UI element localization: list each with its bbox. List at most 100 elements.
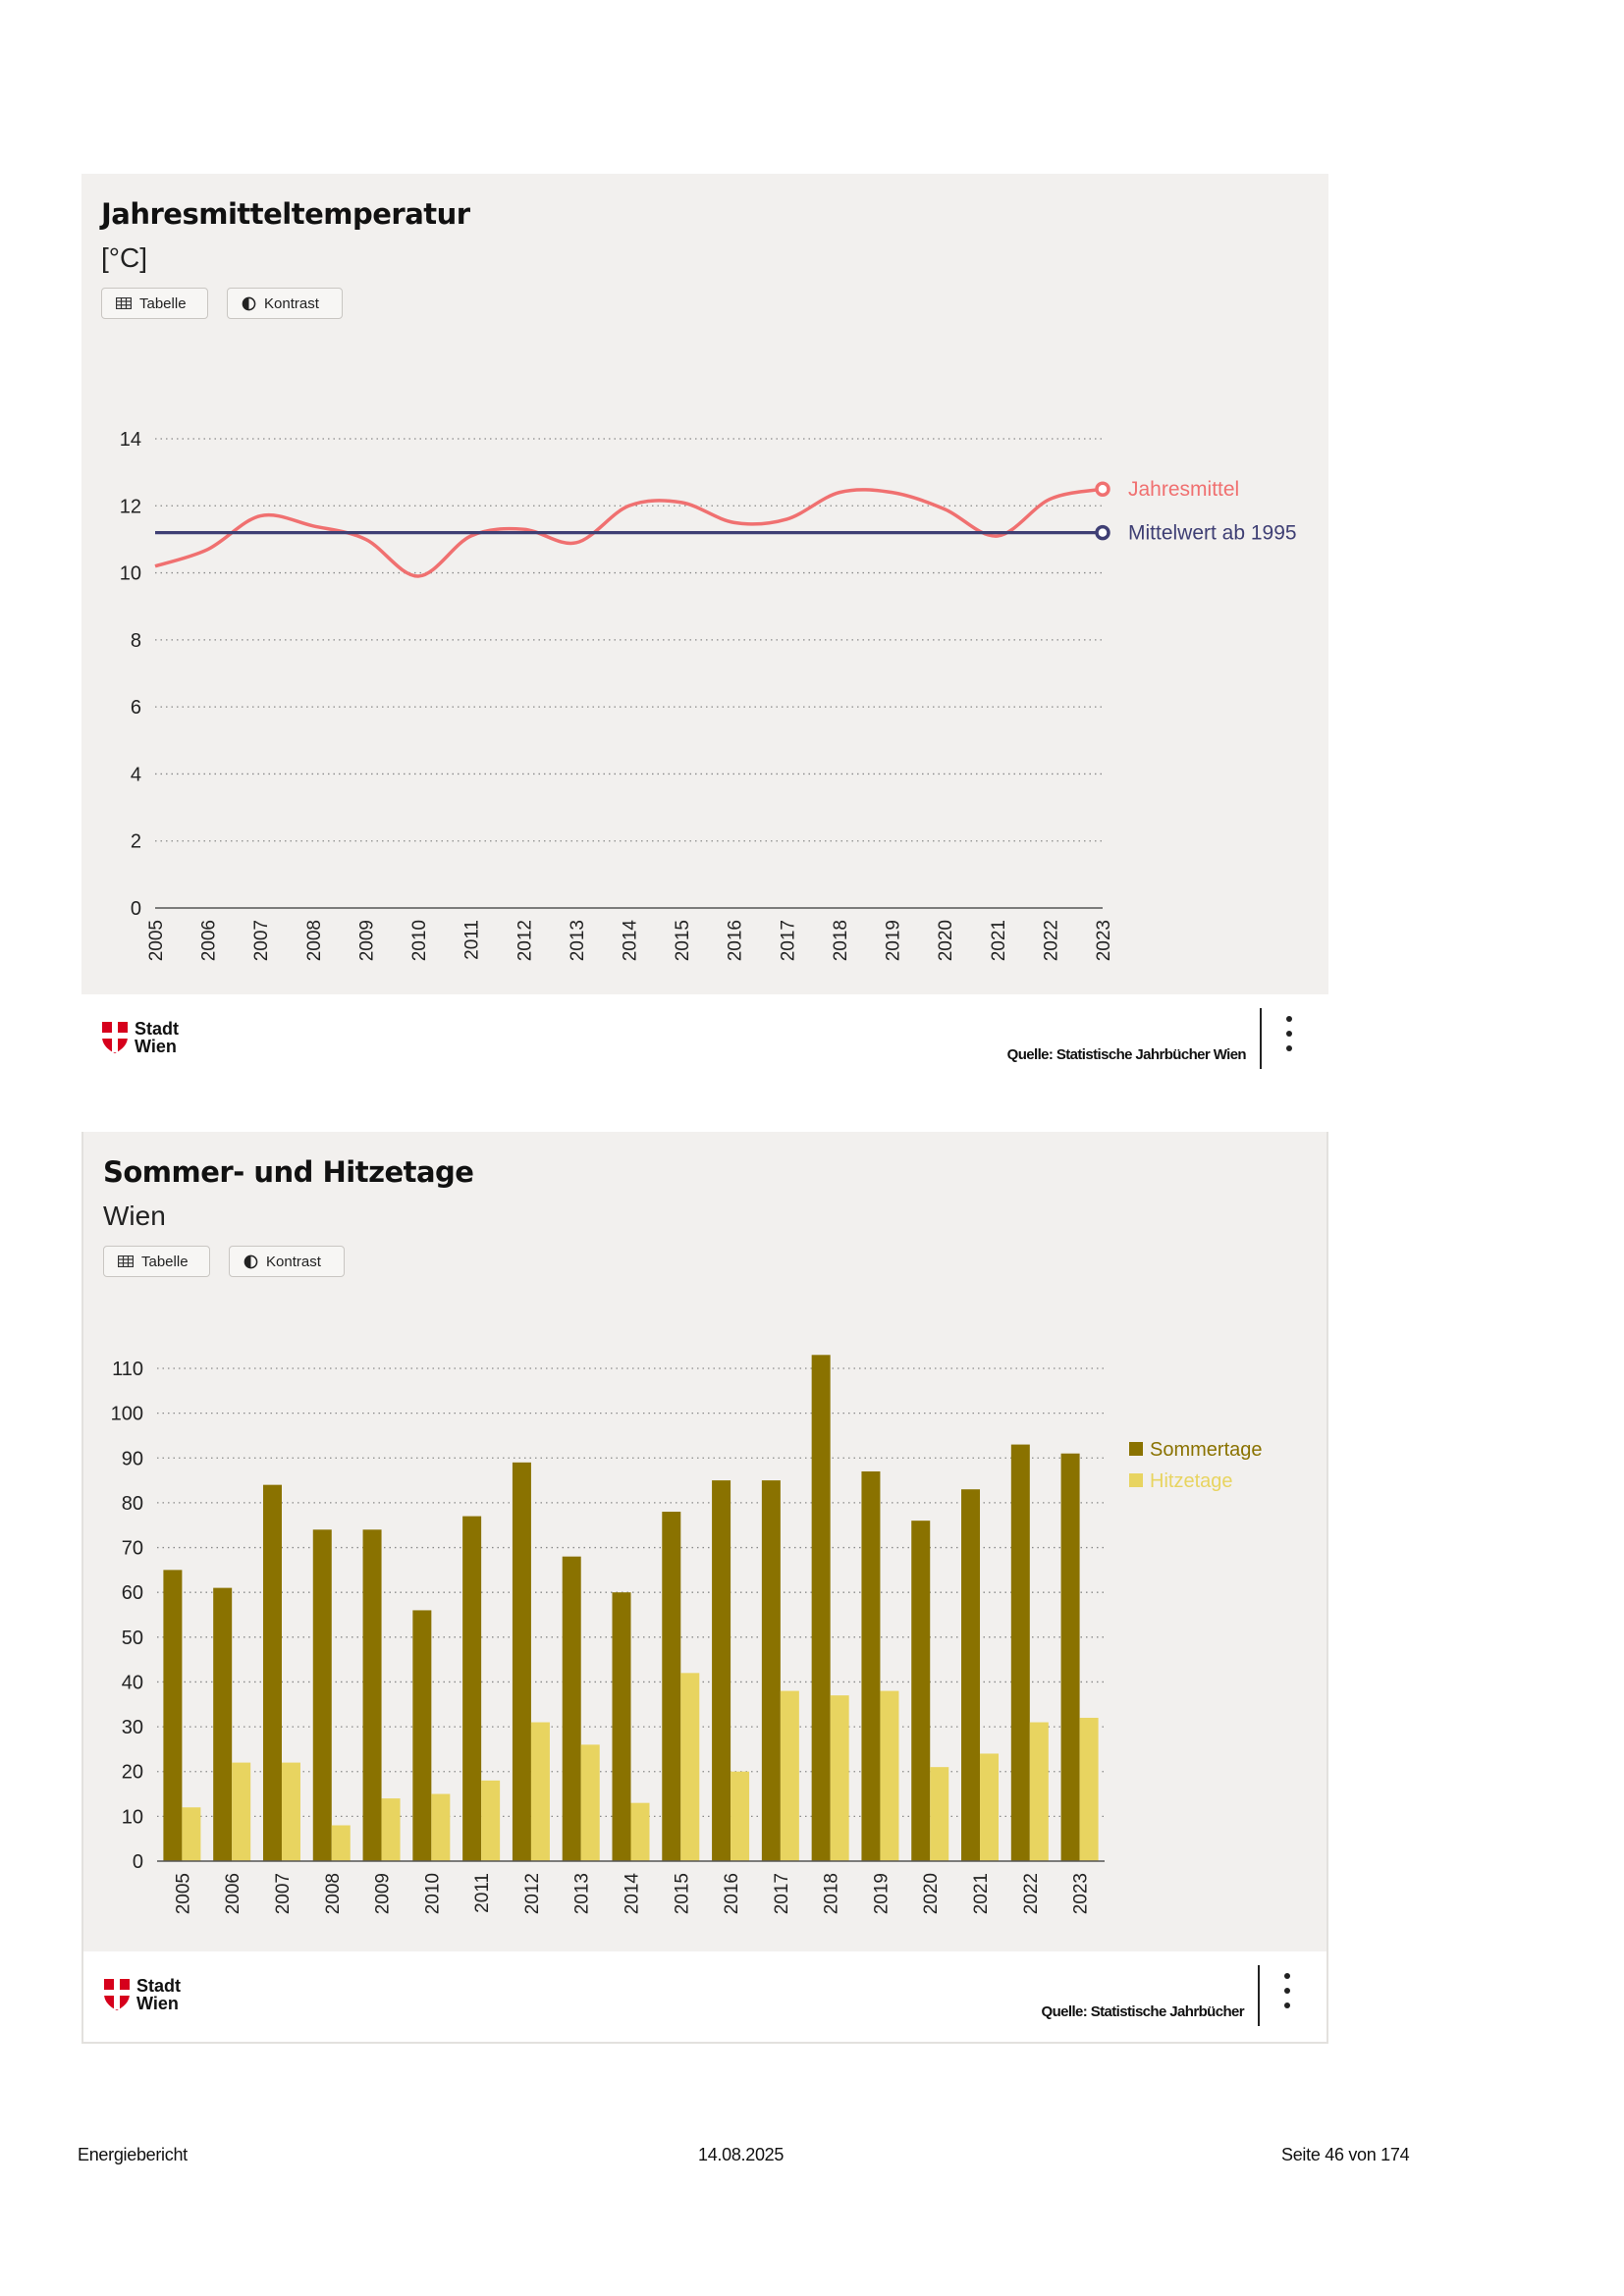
x-tick-label: 2011 [462,920,483,960]
bar-hitzetage [880,1690,899,1861]
x-tick-label: 2019 [871,1873,892,1914]
contrast-button-label: Kontrast [266,1253,321,1270]
contrast-button[interactable]: Kontrast [229,1246,345,1277]
chart-menu-icon[interactable] [1283,1973,1291,2014]
card-footer: Stadt Wien Quelle: Statistische Jahrbüch… [81,994,1328,1085]
stadt-wien-logo: Stadt Wien [103,1977,181,2012]
data-point [891,531,893,534]
temperature-chart-card: 0 2 4 6 8 10 12 14 2005 2006 2007 2008 2009 2010 2011 2… [81,174,1328,1085]
series-line-jahresmittel [154,487,1104,578]
x-tick-label: 2006 [199,920,220,961]
legend-swatch [1129,1473,1143,1487]
data-point [680,501,683,504]
data-point [996,531,999,534]
contrast-button[interactable]: Kontrast [227,288,343,319]
x-tick-label: 2008 [323,1873,344,1914]
bar-sommertage [961,1489,981,1861]
logo-line-1: Stadt [136,1976,181,1996]
chart-menu-icon[interactable] [1285,1016,1293,1057]
x-tick-label: 2005 [146,920,167,961]
summer-days-chart-card: 0 10 20 30 40 50 60 70 80 90 100 110 2005 2006 2007 200… [81,1132,1328,2044]
x-tick-label: 2013 [572,1873,593,1914]
y-tick-label: 0 [131,898,141,920]
data-point [206,531,209,534]
x-tick-label: 2016 [722,1873,742,1914]
y-tick-label: 6 [131,697,141,719]
x-tick-label: 2020 [921,1873,942,1914]
x-tick-label: 2017 [772,1873,792,1914]
x-tick-label: 2012 [514,920,535,961]
x-tick-label: 2015 [672,1873,692,1914]
bar-sommertage [861,1470,881,1861]
y-tick-label: 20 [122,1762,143,1784]
bar-hitzetage [381,1798,401,1861]
table-button[interactable]: Tabelle [103,1246,210,1277]
x-tick-label: 2010 [422,1873,443,1914]
contrast-icon [242,296,256,310]
bar-sommertage [163,1570,183,1861]
bar-hitzetage [530,1722,550,1861]
temperature-line-chart: 0 2 4 6 8 10 12 14 2005 2006 2007 2008 2009 2010 2011 2… [120,429,1297,961]
bar-hitzetage [481,1780,501,1861]
bar-hitzetage [1029,1722,1049,1861]
bar-sommertage [761,1480,781,1861]
data-point [574,531,577,534]
data-point [153,531,156,534]
x-tick-label: 2015 [673,920,693,961]
logo-line-2: Wien [135,1037,177,1056]
data-point [574,541,577,544]
x-tick-label: 2008 [304,920,325,961]
data-point [311,524,314,527]
y-tick-label: 30 [122,1717,143,1738]
x-tick-label: 2017 [778,920,798,961]
y-tick-label: 100 [111,1404,143,1425]
x-tick-label: 2013 [568,920,588,961]
y-tick-label: 60 [122,1582,143,1604]
contrast-button-label: Kontrast [264,294,319,312]
x-tick-label: 2019 [884,920,904,961]
bar-sommertage [612,1592,631,1861]
bar-sommertage [662,1512,681,1861]
data-point [944,531,947,534]
chart-source: Quelle: Statistische Jahrbücher Wien [1006,1046,1247,1063]
data-point [416,531,419,534]
y-tick-label: 2 [131,831,141,853]
data-point [680,531,683,534]
data-point [153,564,156,567]
data-point [206,548,209,551]
table-button[interactable]: Tabelle [101,288,208,319]
data-point [416,574,419,577]
y-tick-label: 90 [122,1448,143,1469]
data-point [364,538,367,541]
bar-hitzetage [980,1753,1000,1861]
data-point [364,531,367,534]
x-tick-label: 2022 [1041,920,1061,961]
data-point [259,514,262,517]
bar-sommertage [1060,1453,1080,1861]
data-point [311,531,314,534]
table-button-label: Tabelle [141,1253,189,1270]
card-footer: Stadt Wien Quelle: Statistische Jahrbüch… [83,1951,1326,2042]
bar-sommertage [512,1462,531,1861]
table-icon [118,1255,134,1267]
document-date: 14.08.2025 [698,2145,785,2164]
chart-title: Jahresmitteltemperatur [101,197,470,231]
legend-swatch [1129,1442,1143,1456]
series-end-marker [1095,524,1110,541]
data-point [996,534,999,537]
stadt-wien-logo: Stadt Wien [101,1020,179,1055]
chart-subtitle: Wien [103,1201,166,1231]
x-tick-label: 2007 [251,920,272,961]
bar-hitzetage [281,1762,300,1861]
bar-sommertage [412,1610,432,1861]
data-point [838,531,840,534]
x-tick-label: 2021 [989,920,1009,961]
bar-sommertage [213,1587,233,1861]
contrast-icon [244,1255,258,1268]
bar-hitzetage [431,1793,451,1861]
data-point [469,534,472,537]
data-point [944,507,947,510]
data-point [838,491,840,494]
bar-sommertage [911,1521,931,1861]
page-number: Seite 46 von 174 [1281,2145,1410,2164]
